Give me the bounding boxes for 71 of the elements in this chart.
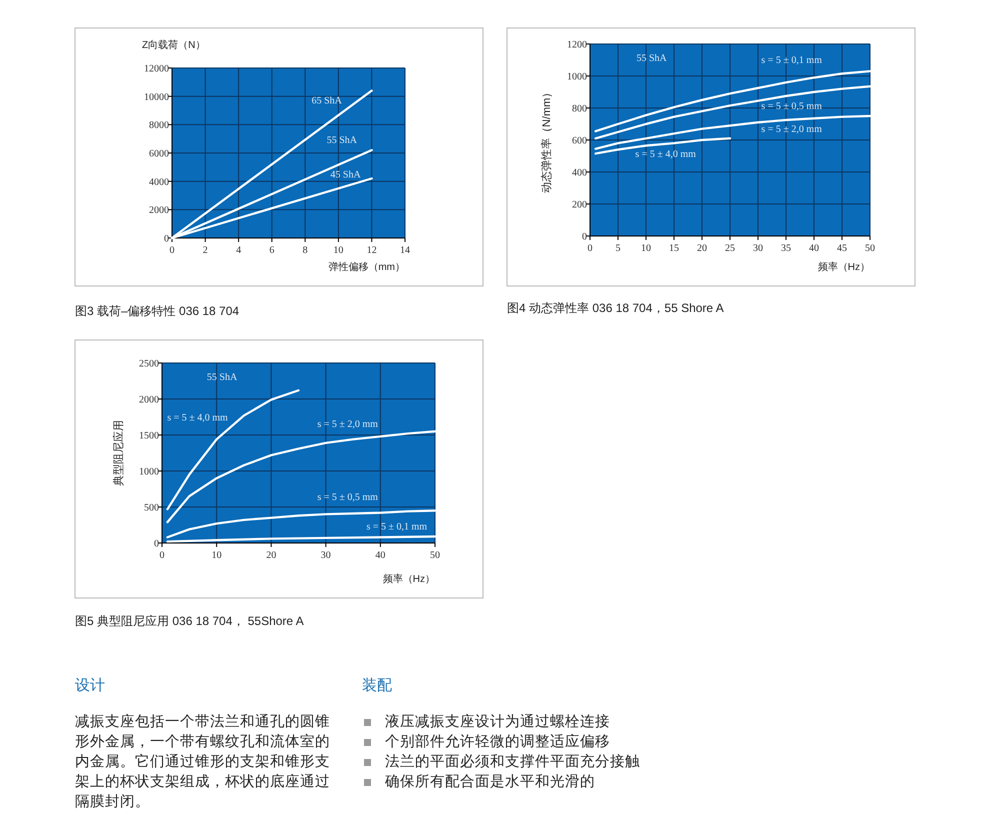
y-axis-title: 典型阻尼应用 — [112, 420, 125, 486]
y-tick-label: 0 — [154, 538, 159, 550]
x-tick-label: 14 — [400, 245, 410, 256]
series-label: 45 ShA — [330, 170, 362, 181]
text: 装配 — [362, 676, 392, 695]
x-tick-label: 4 — [236, 245, 242, 256]
y-tick-label: 10000 — [144, 92, 169, 103]
text: 确保所有配合面是水平和光滑的 — [385, 773, 595, 792]
x-tick-label: 5 — [616, 243, 620, 254]
x-tick-label: 8 — [302, 245, 308, 256]
x-tick-label: 20 — [266, 550, 276, 561]
series-label: s = 5 ± 4,0 mm — [167, 412, 228, 424]
x-tick-label: 30 — [753, 243, 763, 254]
y-tick-label: 2000 — [139, 394, 159, 406]
text: 液压减振支座设计为通过螺栓连接 — [385, 712, 610, 732]
text: 个别部件允许轻微的调整适应偏移 — [385, 732, 610, 752]
annotation: 55 ShA — [636, 53, 668, 64]
x-tick-label: 25 — [725, 243, 735, 254]
series-label: s = 5 ± 2,0 mm — [761, 124, 822, 135]
y-tick-label: 1000 — [567, 72, 587, 82]
annotation: 55 ShA — [206, 372, 238, 383]
x-tick-label: 10 — [333, 245, 344, 256]
x-tick-label: 12 — [366, 245, 377, 256]
y-tick-label: 2500 — [139, 358, 159, 370]
y-tick-label: 600 — [572, 136, 587, 146]
text: 图3 载荷–偏移特性 036 18 704 — [75, 303, 240, 320]
x-tick-label: 30 — [320, 550, 331, 561]
y-tick-label: 1500 — [139, 430, 159, 442]
x-tick-label: 2 — [202, 245, 208, 256]
x-tick-label: 35 — [781, 243, 791, 254]
series-label: s = 5 ± 0,1 mm — [366, 521, 428, 532]
y-tick-label: 800 — [572, 104, 587, 114]
series-label: s = 5 ± 2,0 mm — [317, 419, 378, 430]
series-label: s = 5 ± 0,5 mm — [317, 492, 378, 503]
series-label: s = 5 ± 0,1 mm — [761, 55, 822, 66]
x-tick-label: 50 — [430, 550, 440, 561]
x-tick-label: 15 — [669, 243, 679, 254]
x-tick-label: 40 — [375, 550, 386, 561]
y-axis-title: 动态弹性率（N/mm） — [540, 86, 553, 194]
y-tick-label: 8000 — [149, 120, 169, 132]
y-tick-label: 2000 — [149, 205, 169, 216]
series-label: s = 5 ± 4,0 mm — [635, 148, 696, 160]
x-tick-label: 6 — [269, 245, 274, 256]
y-axis-title: Z向载荷（N） — [142, 39, 206, 51]
text: 设计 — [75, 676, 105, 695]
x-axis-title: 弹性偏移（mm） — [328, 261, 405, 273]
y-tick-label: 400 — [572, 168, 587, 178]
y-tick-label: 1200 — [567, 40, 587, 50]
series-label: 65 ShA — [312, 95, 343, 106]
text: 图5 典型阻尼应用 036 18 704， 55Shore A — [75, 613, 304, 630]
y-tick-label: 4000 — [149, 176, 169, 188]
x-axis-title: 频率（Hz） — [382, 573, 435, 585]
y-tick-label: 0 — [164, 234, 169, 244]
x-tick-label: 50 — [865, 243, 875, 254]
y-tick-label: 1000 — [139, 466, 159, 478]
x-tick-label: 10 — [212, 550, 222, 561]
text: 图4 动态弹性率 036 18 704，55 Shore A — [507, 300, 724, 317]
y-tick-label: 200 — [572, 200, 587, 210]
x-tick-label: 10 — [641, 243, 651, 254]
y-tick-label: 500 — [144, 502, 159, 514]
y-tick-label: 0 — [582, 232, 587, 242]
text: 减振支座包括一个带法兰和通孔的圆锥形外金属，一个带有螺纹孔和流体室的内金属。它们通过锥形的支架和锥形支架上的杯状支架组成，杯状的底座通过隔膜封闭。 — [75, 712, 331, 812]
y-tick-label: 6000 — [149, 148, 169, 160]
x-tick-label: 45 — [837, 243, 847, 254]
series-label: s = 5 ± 0,5 mm — [761, 100, 822, 112]
x-tick-label: 20 — [697, 243, 707, 254]
series-label: 55 ShA — [326, 135, 358, 146]
y-tick-label: 12000 — [144, 64, 169, 74]
x-tick-label: 40 — [809, 243, 819, 254]
text: 法兰的平面必须和支撑件平面充分接触 — [385, 752, 640, 772]
x-axis-title: 频率（Hz） — [818, 261, 870, 273]
